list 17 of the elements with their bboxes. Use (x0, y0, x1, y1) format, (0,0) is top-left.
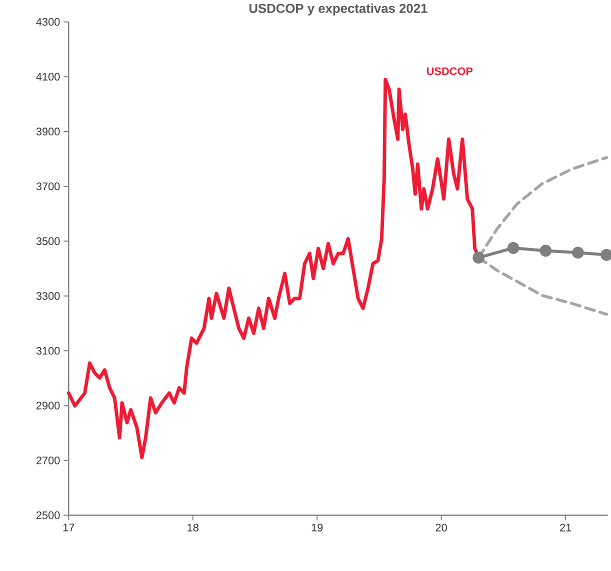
x-tick-label: 17 (63, 524, 74, 532)
y-tick-label: 3700 (36, 182, 60, 190)
text: USDCOP (427, 67, 473, 76)
x-tick-label: 20 (436, 524, 447, 532)
x-tick-label: 19 (312, 524, 323, 532)
y-tick-label: 4100 (36, 72, 60, 81)
y-tick-label: 3900 (36, 128, 60, 136)
y-tick-label: 2500 (36, 511, 60, 520)
x-tick-label: 21 (560, 524, 572, 532)
x-tick-label: 18 (188, 524, 198, 532)
y-tick-label: 3300 (36, 292, 60, 300)
y-tick-label: 2700 (36, 456, 60, 464)
y-tick-label: 2900 (36, 402, 60, 410)
chart-title: USDCOP y expectativas 2021 (249, 4, 428, 16)
y-tick-label: 3100 (36, 346, 60, 355)
y-tick-label: 4300 (36, 18, 60, 26)
y-tick-label: 3500 (36, 237, 60, 246)
